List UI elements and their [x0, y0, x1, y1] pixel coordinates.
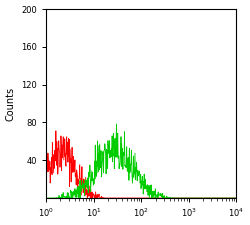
Y-axis label: Counts: Counts	[6, 86, 16, 121]
